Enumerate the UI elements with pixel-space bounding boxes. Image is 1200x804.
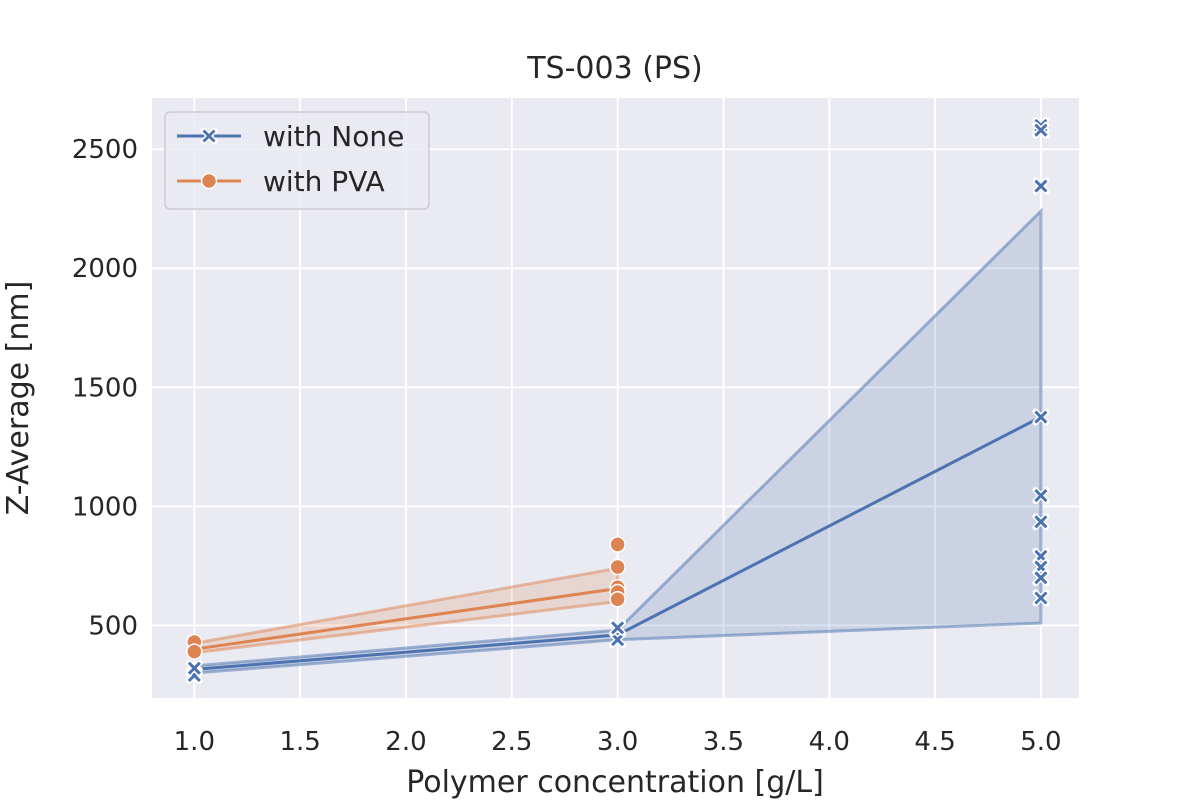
x-tick-label: 5.0 bbox=[1020, 727, 1061, 757]
legend-marker-with-pva bbox=[200, 172, 218, 190]
y-tick-label: 500 bbox=[88, 611, 138, 641]
data-point-with-none bbox=[185, 659, 203, 677]
data-point-with-pva bbox=[609, 590, 626, 608]
y-tick-label: 2500 bbox=[72, 135, 138, 165]
data-point-with-none bbox=[1032, 513, 1050, 531]
y-tick-label: 1500 bbox=[72, 373, 138, 403]
data-point-with-pva bbox=[609, 536, 626, 553]
data-point-with-none bbox=[1032, 487, 1050, 505]
legend-label-pva: with PVA bbox=[263, 165, 385, 198]
data-point-with-pva bbox=[186, 643, 203, 660]
x-tick-label: 2.5 bbox=[491, 727, 532, 757]
data-point-with-none bbox=[1032, 121, 1050, 139]
chart-title: TS-003 (PS) bbox=[526, 51, 703, 86]
x-axis-label: Polymer concentration [g/L] bbox=[406, 765, 824, 800]
legend: with None with PVA bbox=[164, 111, 430, 210]
y-tick-label: 1000 bbox=[72, 492, 138, 522]
y-tick-label: 2000 bbox=[72, 254, 138, 284]
x-tick-label: 4.5 bbox=[914, 727, 955, 757]
x-tick-label: 4.0 bbox=[809, 727, 850, 757]
data-point-with-none bbox=[1032, 408, 1050, 426]
mean-line-with-pva bbox=[194, 586, 618, 651]
x-tick-label: 3.0 bbox=[597, 727, 638, 757]
series-lines bbox=[194, 415, 1042, 671]
legend-label-none: with None bbox=[263, 120, 404, 153]
data-point-with-pva bbox=[609, 558, 626, 576]
x-tick-label: 2.0 bbox=[385, 727, 426, 757]
x-tick-label: 1.0 bbox=[174, 727, 215, 757]
legend-marker-with-none bbox=[200, 127, 218, 145]
mean-line-with-none bbox=[194, 415, 1042, 671]
data-point-with-none bbox=[1032, 569, 1050, 587]
x-tick-label: 3.5 bbox=[703, 727, 744, 757]
tick-labels: 1.0 1.5 2.0 2.5 3.0 3.5 4.0 4.5 5.0 500 1000 1500 20… bbox=[72, 135, 1062, 757]
data-point-with-none bbox=[609, 619, 627, 637]
y-axis-label: Z-Average [nm] bbox=[1, 281, 36, 516]
data-point-with-none bbox=[609, 631, 627, 649]
data-point-with-none bbox=[1032, 177, 1050, 195]
x-tick-label: 1.5 bbox=[279, 727, 320, 757]
data-point-with-none bbox=[1032, 589, 1050, 607]
data-points bbox=[185, 116, 1050, 684]
